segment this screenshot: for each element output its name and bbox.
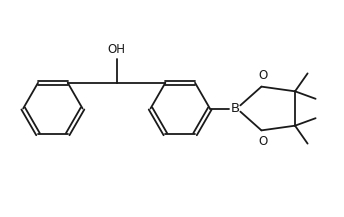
Text: OH: OH (108, 43, 126, 56)
Text: O: O (258, 135, 268, 148)
Text: O: O (258, 69, 268, 82)
Text: B: B (230, 102, 239, 115)
